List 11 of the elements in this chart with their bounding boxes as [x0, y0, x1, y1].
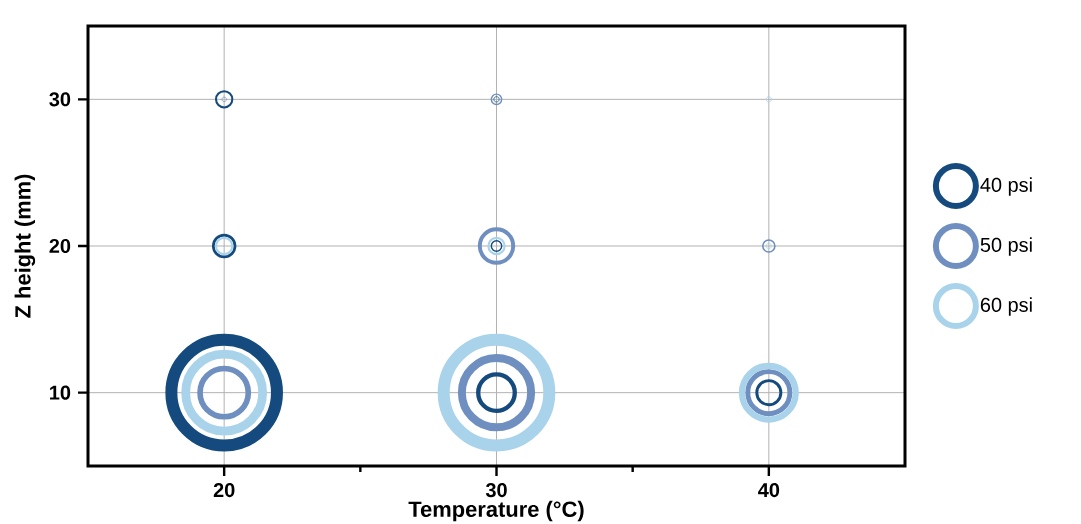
- y-tick-label: 10: [50, 385, 71, 400]
- y-axis-title: Z height (mm): [14, 174, 36, 318]
- y-tick-label: 20: [49, 238, 71, 254]
- x-tick-label: 20: [213, 483, 235, 498]
- x-axis-title: Temperature (°C): [408, 500, 584, 522]
- legend-label: 60 psi: [980, 297, 1032, 316]
- x-tick-label: 40: [758, 483, 780, 498]
- x-tick-label: 30: [485, 483, 507, 498]
- y-tick-label: 30: [49, 92, 71, 107]
- legend-label: 50 psi: [980, 237, 1032, 256]
- legend-label: 40 psi: [980, 177, 1032, 196]
